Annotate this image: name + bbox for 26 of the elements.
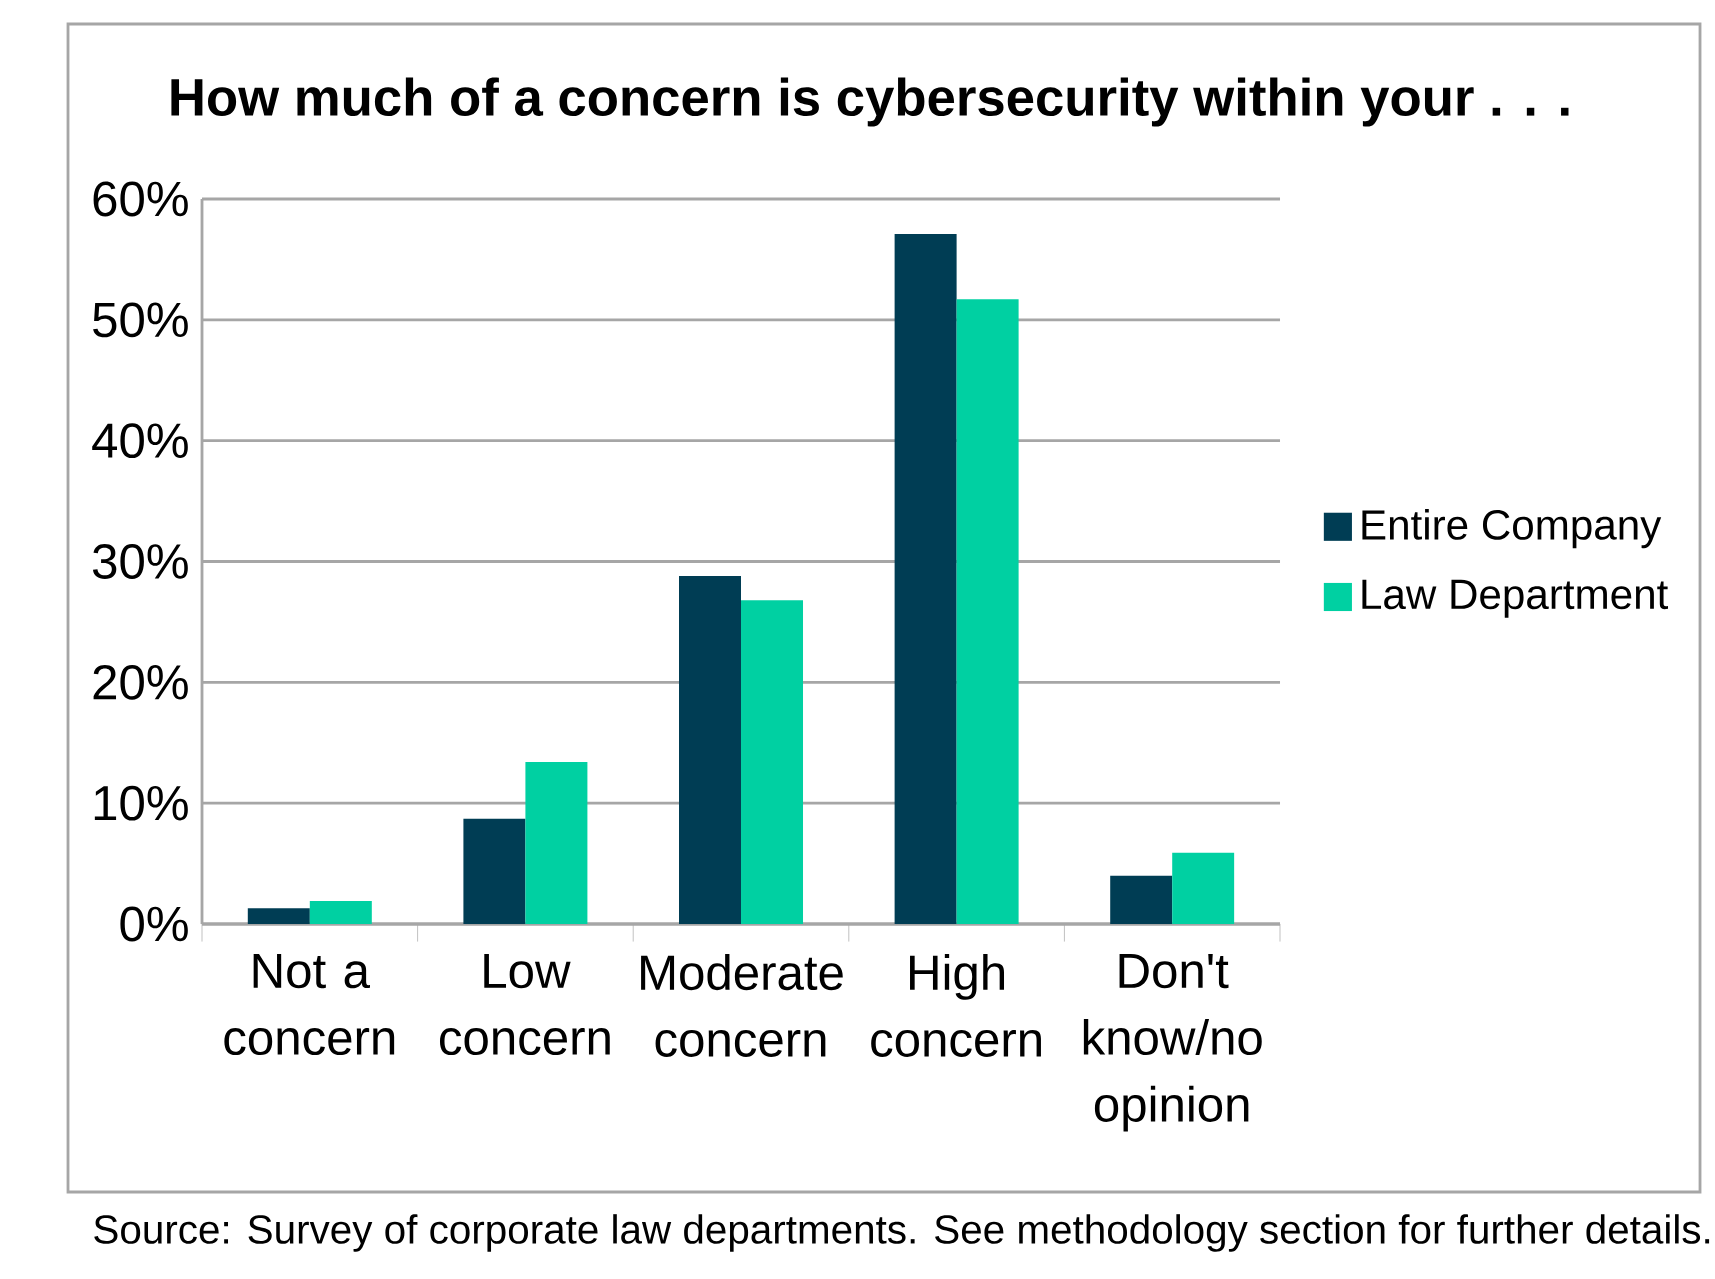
bar: [741, 600, 804, 925]
y-tick-label: 50%: [93, 302, 188, 338]
y-tick-label: 20%: [93, 664, 188, 700]
x-tick-label: Moderate concern: [641, 953, 843, 1057]
y-tick-label: 30%: [92, 544, 188, 579]
y-tick-label: 60%: [93, 181, 188, 217]
y-tick-label: 40%: [92, 423, 188, 459]
x-tick-label: Not a concern: [224, 954, 395, 1056]
bar: [1110, 875, 1173, 925]
legend-label: Law Department: [1362, 579, 1669, 618]
bar: [679, 576, 741, 925]
legend-label: Entire Company: [1362, 508, 1662, 549]
y-tick-label: 10%: [94, 785, 188, 821]
y-tick-label: 0%: [120, 906, 188, 942]
x-tick-label: Don't know/no opinion: [1083, 954, 1262, 1132]
bar: [1172, 852, 1235, 925]
bar: [894, 234, 957, 925]
bar: [247, 908, 310, 925]
x-tick-label: High concern: [871, 953, 1041, 1057]
bar: [463, 818, 526, 925]
chart-title: How much of a concern is cybersecurity within your . . .: [171, 77, 1569, 127]
bar: [525, 762, 588, 925]
bar: [309, 901, 372, 925]
x-tick-label: Low concern: [439, 954, 610, 1056]
source-note: Source: Survey of corporate law departments. See methodology section for further details.: [94, 1214, 1710, 1252]
bar: [956, 299, 1019, 925]
